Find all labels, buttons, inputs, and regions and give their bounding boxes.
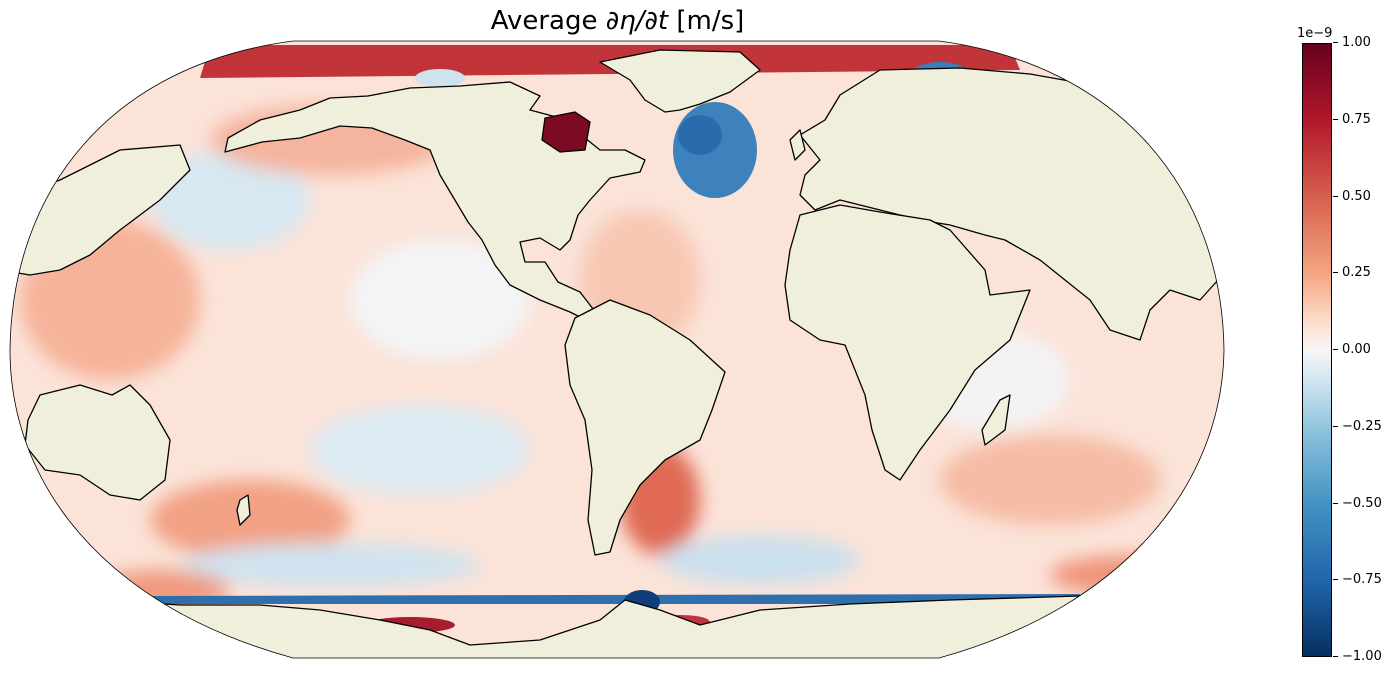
land: [10, 49, 1224, 658]
world-map: [9, 40, 1225, 659]
greenland: [599, 49, 761, 113]
colorbar-tick-label: −0.25: [1333, 419, 1382, 434]
colorbar-tick-label: 1.00: [1333, 36, 1371, 50]
south-america: [564, 299, 726, 556]
antarctic-coast-low: [105, 594, 1080, 604]
beaufort-low: [415, 69, 465, 87]
title-prefix: Average: [490, 6, 606, 36]
title-symbol: ∂η/∂t: [605, 6, 669, 36]
field-indian-south: [940, 435, 1160, 525]
colorbar-tick-label: 0.75: [1333, 112, 1371, 127]
field-south-pacific-cool: [310, 405, 530, 495]
colorbar: [1302, 43, 1332, 657]
colorbar-tick-label: −0.75: [1333, 573, 1382, 587]
field-south-atlantic-cool: [660, 535, 860, 585]
field-tasman: [150, 480, 350, 560]
colorbar-tick-label: −1.00: [1333, 650, 1382, 664]
colorbar-tick-label: 0.25: [1333, 266, 1371, 280]
globe-outline: [9, 40, 1225, 659]
field-kerguelen: [1050, 555, 1210, 595]
field-central-pacific: [350, 240, 530, 360]
colorbar-exponent: 1e−9: [1297, 26, 1333, 41]
eurasia: [799, 67, 1219, 341]
asia-east-edge: [10, 144, 191, 276]
field-north-pacific-cool: [150, 150, 310, 250]
hudson-bay: [541, 111, 591, 153]
colorbar-tick-label: 0.50: [1333, 189, 1371, 204]
africa: [784, 204, 1031, 481]
madagascar: [981, 394, 1011, 446]
subpolar-core: [678, 115, 722, 155]
north-america: [224, 81, 646, 323]
field-southern-pacific: [180, 543, 480, 587]
britain: [789, 129, 806, 161]
colorbar-tick-label: 0.00: [1333, 343, 1371, 357]
map-title: Average ∂η/∂t [m/s]: [0, 6, 1235, 36]
antarctica: [10, 595, 1224, 658]
colorbar-tick-label: −0.50: [1333, 496, 1382, 511]
new-zealand: [236, 494, 251, 526]
title-units: [m/s]: [668, 6, 745, 36]
